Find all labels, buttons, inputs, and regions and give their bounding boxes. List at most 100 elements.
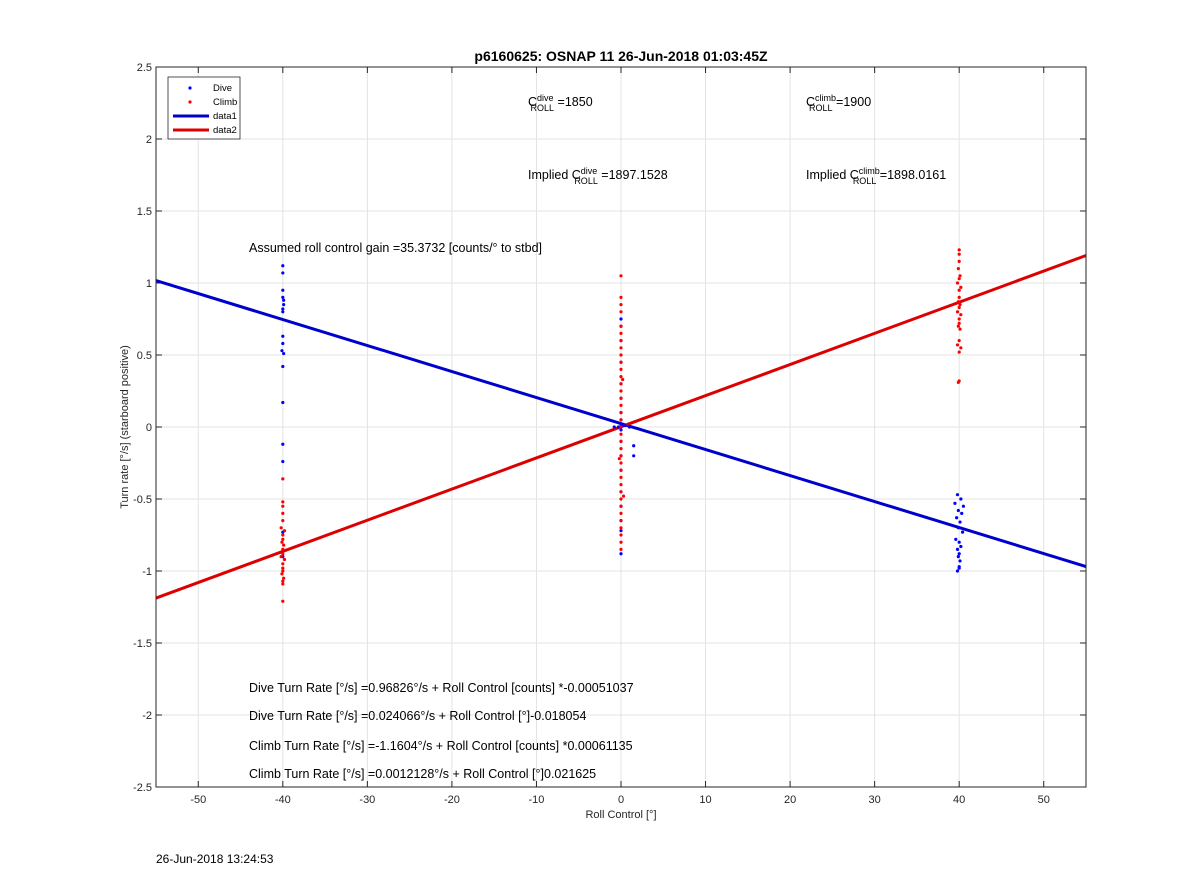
equation-dive-degrees: Dive Turn Rate [°/s] =0.024066°/s + Roll… [249, 709, 586, 723]
legend-marker-climb [188, 100, 192, 104]
point-dive [958, 520, 962, 524]
point-climb [956, 324, 960, 328]
point-climb [619, 396, 623, 400]
point-climb [619, 475, 623, 479]
c-climb-annotation: Cclimb ROLL =1900 [806, 93, 871, 113]
y-tick-label: -2 [142, 710, 152, 722]
point-climb [281, 511, 285, 515]
point-climb [957, 277, 961, 281]
point-climb [621, 377, 625, 382]
x-tick-label: -40 [275, 794, 291, 806]
chart-title: p6160625: OSNAP 11 26-Jun-2018 01:03:45Z [474, 48, 768, 64]
x-tick-label: -10 [529, 794, 545, 806]
point-climb [619, 533, 623, 537]
equation-climb-counts: Climb Turn Rate [°/s] =-1.1604°/s + Roll… [249, 739, 633, 753]
point-climb [280, 572, 284, 576]
point-dive [616, 425, 621, 429]
point-climb [281, 566, 285, 570]
point-climb [619, 375, 623, 379]
legend-label-dive: Dive [213, 83, 232, 94]
x-tick-label: -20 [444, 794, 460, 806]
y-tick-label: 2 [146, 134, 152, 146]
y-tick-label: -2.5 [133, 782, 152, 794]
point-dive [955, 547, 960, 552]
point-climb [281, 562, 285, 566]
point-dive [632, 444, 636, 448]
x-tick-label: 40 [953, 794, 965, 806]
point-climb [958, 327, 962, 331]
point-climb [957, 248, 961, 252]
point-climb [619, 511, 623, 515]
point-dive [959, 544, 963, 549]
legend-label-climb: Climb [213, 97, 237, 108]
implied-dive-annotation: Implied Cdive ROLL =1897.1528 [528, 166, 668, 186]
point-climb [621, 494, 626, 498]
y-tick-label: 2.5 [137, 62, 152, 74]
point-dive [955, 493, 960, 497]
point-climb [957, 295, 961, 299]
point-climb [958, 303, 962, 307]
point-climb [619, 547, 623, 552]
point-dive [956, 555, 960, 559]
point-climb [281, 569, 285, 573]
point-climb [281, 579, 285, 583]
point-dive [632, 454, 636, 458]
point-dive [282, 298, 286, 302]
point-dive [281, 400, 285, 405]
x-tick-label: 20 [784, 794, 796, 806]
x-tick-label: -50 [190, 794, 206, 806]
point-climb [957, 321, 961, 325]
point-dive [282, 351, 286, 356]
point-climb [619, 490, 623, 494]
point-dive [956, 526, 960, 530]
point-climb [282, 543, 286, 547]
point-climb [959, 346, 963, 350]
point-climb [959, 285, 963, 289]
equation-climb-degrees: Climb Turn Rate [°/s] =0.0012128°/s + Ro… [249, 767, 596, 781]
point-dive [958, 559, 962, 563]
y-tick-label: 1.5 [137, 206, 152, 218]
point-dive [282, 303, 286, 307]
point-dive [955, 569, 960, 573]
point-climb [956, 300, 960, 304]
point-climb [619, 360, 623, 364]
point-climb [619, 303, 623, 307]
c-dive-annotation: Cdive ROLL =1850 [528, 93, 593, 113]
point-dive [281, 271, 285, 275]
point-dive [619, 317, 623, 321]
point-climb [956, 267, 960, 271]
point-dive [954, 537, 958, 541]
point-climb [619, 454, 623, 458]
point-climb [957, 350, 961, 354]
point-climb [282, 529, 287, 533]
point-climb [281, 582, 285, 586]
point-dive [281, 295, 285, 299]
point-climb [617, 457, 621, 461]
y-tick-label: -1 [142, 566, 152, 578]
y-axis-label: Turn rate [°/s] (starboard positive) [119, 345, 131, 509]
point-climb [281, 533, 285, 537]
x-tick-label: 50 [1038, 794, 1050, 806]
point-climb [619, 331, 623, 335]
point-climb [281, 537, 285, 541]
point-climb [619, 425, 623, 429]
point-dive [956, 508, 960, 513]
point-dive [281, 442, 285, 446]
point-climb [619, 310, 623, 314]
point-climb [619, 447, 623, 451]
point-climb [282, 557, 287, 562]
point-climb [619, 483, 623, 487]
point-climb [619, 353, 623, 357]
y-tick-label: -0.5 [133, 494, 152, 506]
data-points [279, 248, 966, 603]
point-climb [957, 252, 961, 256]
point-climb [619, 274, 623, 278]
point-dive [619, 529, 623, 533]
point-climb [281, 504, 285, 508]
point-dive [957, 565, 961, 569]
point-climb [619, 540, 623, 544]
y-tick-label: -1.5 [133, 638, 152, 650]
point-dive [619, 552, 623, 556]
equation-dive-counts: Dive Turn Rate [°/s] =0.96826°/s + Roll … [249, 681, 634, 695]
